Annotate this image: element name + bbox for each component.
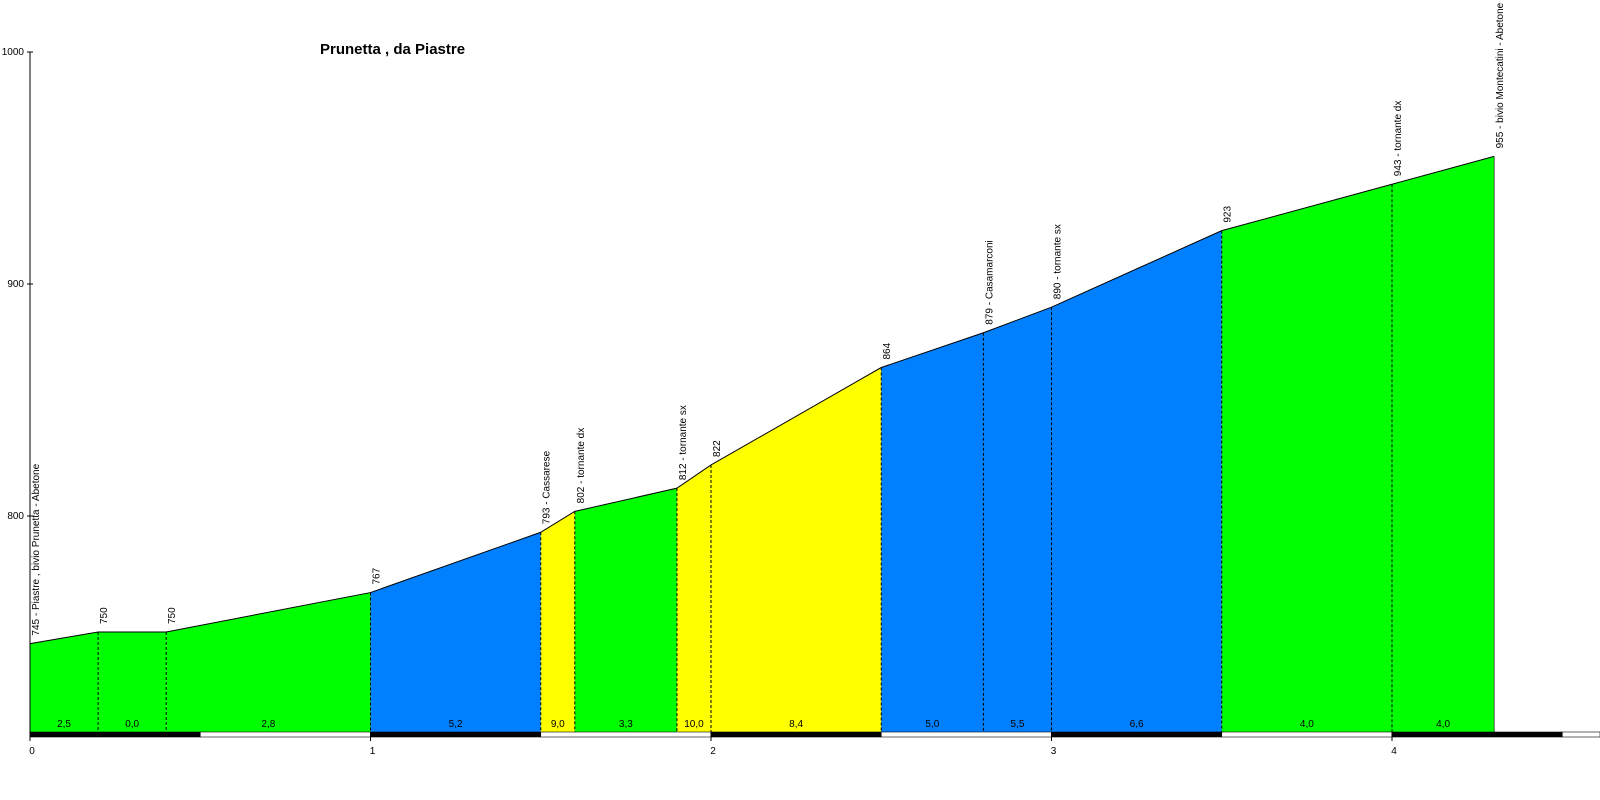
point-label: 879 - Casamarconi <box>984 240 995 324</box>
scale-bar-block <box>29 731 201 738</box>
segment-area <box>881 332 984 732</box>
scale-bar-block <box>540 731 712 738</box>
segment-area <box>676 464 711 732</box>
x-axis-ticks: 0 1 2 3 4 <box>29 732 1397 757</box>
gradient-label: 8,4 <box>789 719 803 730</box>
segment-area <box>370 532 541 732</box>
scale-bar-block <box>710 731 882 738</box>
gradient-segments <box>30 156 1495 733</box>
segment-dividers <box>97 184 1393 732</box>
scale-bar-block <box>199 731 371 738</box>
point-label: 923 <box>1223 206 1234 223</box>
point-label: 750 <box>167 607 178 624</box>
point-label: 793 - Cassarese <box>542 450 553 524</box>
x-tick-label: 2 <box>710 746 716 757</box>
segment-area <box>574 488 677 732</box>
chart-title: Prunetta , da Piastre <box>320 41 465 58</box>
gradient-label: 9,0 <box>551 719 565 730</box>
scale-bar-block <box>1051 731 1223 738</box>
gradient-label: 5,0 <box>925 719 939 730</box>
y-tick-label: 900 <box>7 279 24 290</box>
distance-scale-bar <box>29 731 1600 738</box>
gradient-label: 6,6 <box>1130 719 1144 730</box>
profile-line-group <box>29 155 1495 732</box>
y-tick-label: 1000 <box>2 47 25 58</box>
gradient-label: 3,3 <box>619 719 633 730</box>
point-label: 864 <box>882 342 893 359</box>
gradient-label: 5,5 <box>1010 719 1024 730</box>
segment-area <box>540 511 575 732</box>
segment-area <box>983 307 1052 732</box>
segment-area <box>166 592 371 732</box>
scale-bar-block <box>1561 731 1600 738</box>
point-label: 890 - tornante sx <box>1053 224 1064 299</box>
segment-area <box>98 632 167 732</box>
segment-area <box>30 632 99 732</box>
gradient-labels: 2,5 0,0 2,8 5,2 9,0 3,3 10,0 8,4 5,0 5,5 6,6 4,0 4,0 <box>57 719 1450 730</box>
point-labels: 745 - Piastre , bivio Prunetta - Abetone… <box>31 2 1506 635</box>
point-label: 750 <box>99 607 110 624</box>
segment-area <box>711 367 882 732</box>
gradient-label: 5,2 <box>449 719 463 730</box>
y-axis-ticks: 800 900 1000 <box>2 47 33 522</box>
point-label: 955 - bivio Montecatini - Abetone <box>1495 2 1506 148</box>
gradient-label: 2,5 <box>57 719 71 730</box>
gradient-label: 4,0 <box>1300 719 1314 730</box>
point-label: 767 <box>372 567 383 584</box>
x-tick-label: 1 <box>370 746 376 757</box>
x-tick-label: 3 <box>1051 746 1057 757</box>
point-label: 822 <box>712 440 723 457</box>
point-label: 802 - tornante dx <box>576 428 587 504</box>
y-tick-label: 800 <box>7 511 24 522</box>
scale-bar-block <box>1221 731 1393 738</box>
scale-bar-block <box>370 731 542 738</box>
point-label: 745 - Piastre , bivio Prunetta - Abetone <box>31 463 42 635</box>
gradient-label: 0,0 <box>125 719 139 730</box>
point-label: 812 - tornante sx <box>678 405 689 480</box>
gradient-label: 4,0 <box>1436 719 1450 730</box>
profile-line <box>29 155 1495 645</box>
segment-area <box>1221 184 1392 733</box>
point-label: 943 - tornante dx <box>1393 101 1404 177</box>
x-tick-label: 0 <box>29 746 35 757</box>
x-tick-label: 4 <box>1391 746 1397 757</box>
segment-area <box>1051 230 1222 732</box>
segment-area <box>1392 156 1495 732</box>
gradient-label: 10,0 <box>684 719 704 730</box>
gradient-label: 2,8 <box>261 719 275 730</box>
scale-bar-block <box>880 731 1052 738</box>
scale-bar-block <box>1391 731 1563 738</box>
